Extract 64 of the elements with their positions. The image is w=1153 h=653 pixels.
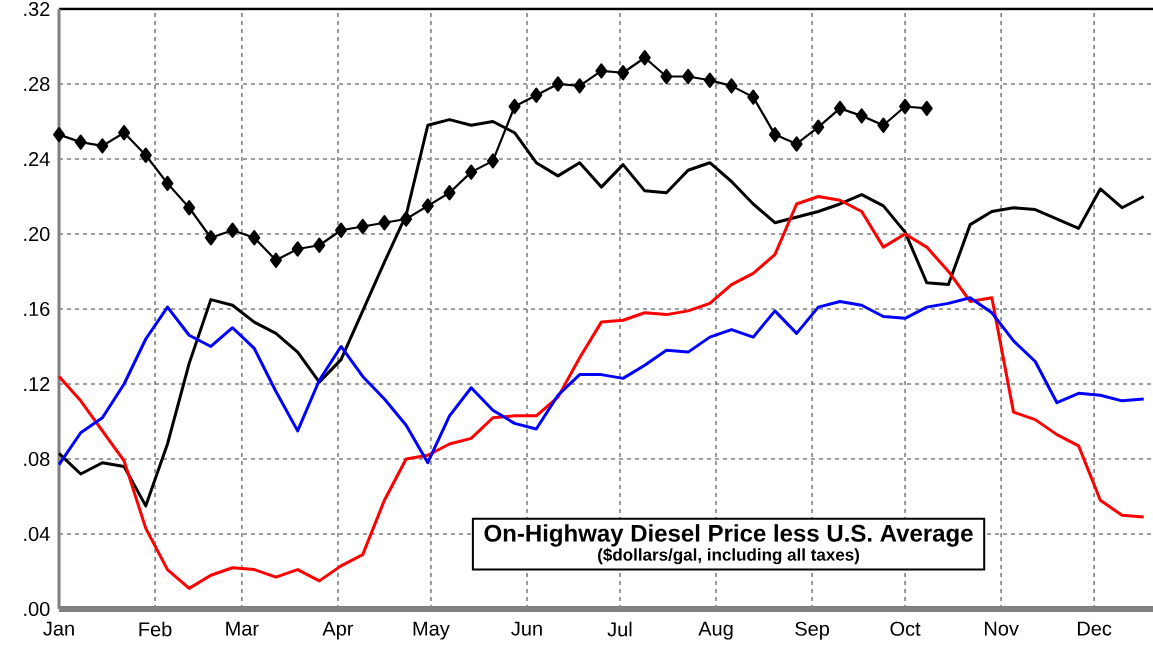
point [877, 117, 890, 133]
x-tick-label: Feb [139, 621, 172, 637]
y-tick-label: .24 [24, 152, 50, 166]
point [335, 222, 348, 238]
point [768, 127, 781, 143]
point [313, 237, 326, 253]
y-tick-label: .16 [24, 301, 50, 317]
point [508, 98, 521, 115]
point [920, 100, 933, 116]
y-tick-label: .28 [24, 76, 50, 92]
y-tick-label: .08 [24, 451, 50, 467]
point [356, 218, 369, 235]
point [96, 138, 109, 154]
point [617, 65, 630, 81]
x-tick-label: Jun [511, 621, 542, 636]
point [725, 78, 738, 94]
point [682, 68, 695, 85]
point [421, 198, 434, 214]
point [812, 119, 825, 135]
point [118, 125, 131, 141]
x-tick-label: Apr [322, 621, 354, 640]
x-tick-label: Dec [1077, 621, 1112, 636]
point [248, 230, 261, 246]
point [139, 147, 152, 163]
point [834, 100, 846, 116]
x-tick-label: Mar [226, 621, 259, 636]
point [552, 76, 564, 92]
y-tick-label: .12 [24, 377, 50, 391]
point [161, 175, 174, 191]
point [53, 127, 65, 143]
point [291, 241, 304, 257]
point [183, 200, 196, 216]
text: ($dollars/gal, including all taxes) [598, 547, 859, 565]
point [790, 136, 803, 152]
point [204, 230, 217, 246]
text: On-Highway Diesel Price less U.S. Average [484, 524, 973, 547]
point [747, 89, 760, 105]
point [530, 87, 543, 103]
point [378, 215, 391, 231]
y-tick-label: .04 [24, 526, 50, 542]
x-tick-label: Sep [795, 621, 830, 640]
y-tick-label: .32 [24, 1, 50, 17]
point [465, 164, 478, 180]
y-tick-label: .00 [24, 601, 50, 617]
point [400, 211, 413, 227]
point [226, 222, 239, 238]
y-tick-label: .20 [24, 226, 50, 242]
x-tick-label: Oct [890, 621, 921, 636]
point [269, 252, 282, 268]
point [660, 68, 673, 85]
point [443, 185, 456, 201]
point [638, 50, 651, 66]
x-tick-label: Jan [43, 621, 74, 636]
point [486, 153, 499, 169]
x-tick-label: Aug [698, 621, 733, 640]
x-tick-label: Jul [607, 621, 632, 637]
point [899, 98, 912, 115]
x-tick-label: Nov [984, 621, 1019, 636]
x-tick-label: May [413, 621, 450, 640]
point [595, 63, 608, 79]
point [855, 108, 868, 124]
point [703, 72, 716, 88]
point [74, 134, 87, 150]
point [573, 78, 586, 94]
